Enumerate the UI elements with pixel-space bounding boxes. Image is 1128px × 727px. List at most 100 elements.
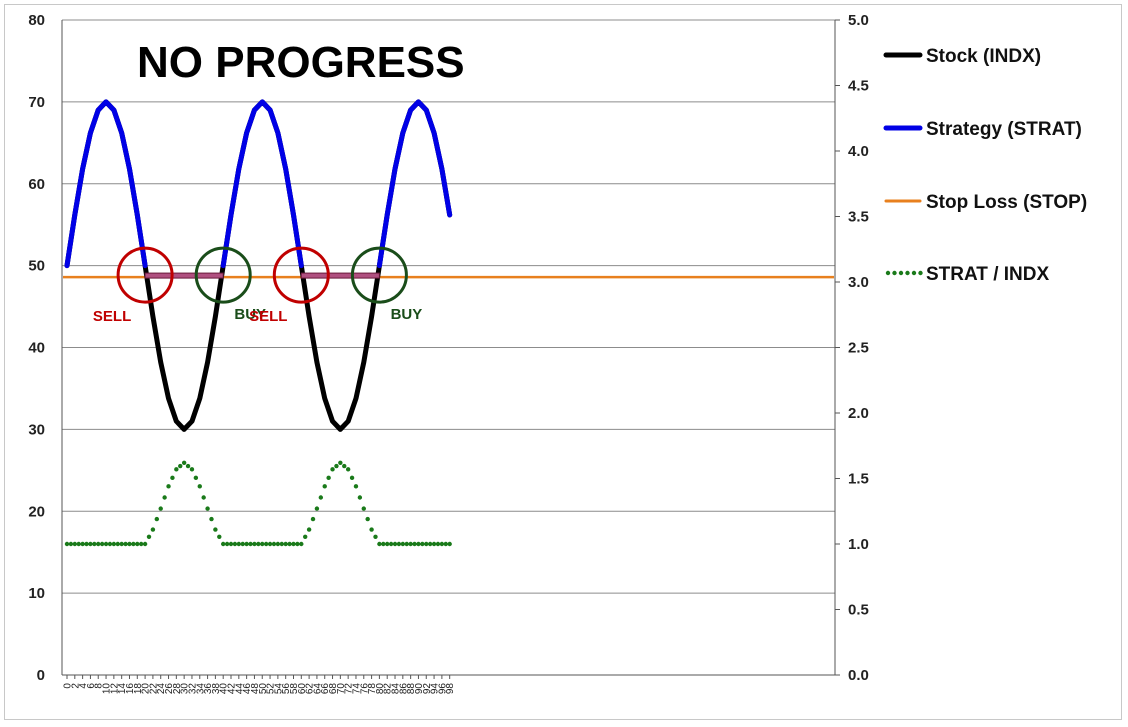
series-ratio-point	[334, 463, 339, 469]
series-ratio-point	[154, 516, 160, 522]
series-ratio-point	[404, 541, 409, 547]
x-tick-label: 84	[391, 683, 402, 695]
series-ratio-point	[427, 541, 433, 547]
chart-frame	[4, 4, 1122, 720]
series-ratio-point	[228, 541, 234, 547]
annotation-label: BUY	[391, 306, 423, 323]
series-ratio-point	[205, 506, 210, 511]
x-tick-label: 20	[141, 683, 152, 695]
x-tick-label: 74	[351, 683, 362, 695]
x-tick-label: 50	[258, 683, 269, 695]
x-tick-label: 6	[86, 683, 97, 689]
x-tick-label: 66	[320, 683, 331, 695]
x-tick-label: 92	[422, 683, 433, 695]
series-ratio-point	[185, 463, 191, 469]
series-strategy-flat-segment	[300, 272, 380, 279]
series-layer	[63, 99, 834, 547]
series-ratio-point	[80, 541, 85, 547]
annotation-label: SELL	[249, 308, 287, 325]
legend-swatch-ratio	[892, 270, 897, 276]
x-tick-label: 56	[281, 683, 292, 695]
y-left-tick-label: 30	[28, 421, 45, 438]
series-ratio-point	[291, 541, 296, 547]
series-ratio-point	[279, 541, 284, 547]
legend-swatch-ratio	[918, 270, 923, 276]
series-ratio-point	[256, 541, 261, 547]
series-ratio-point	[287, 541, 292, 547]
series-ratio-point	[162, 495, 167, 500]
series-ratio-point	[443, 541, 448, 547]
series-ratio-point	[373, 534, 378, 539]
series-ratio-point	[439, 541, 445, 547]
x-tick-label: 8	[94, 683, 105, 689]
legend-swatch-ratio	[885, 270, 891, 276]
x-tick-label: 58	[289, 683, 300, 695]
series-ratio-point	[88, 541, 93, 547]
x-tick-label: 96	[437, 683, 448, 695]
series-ratio-point	[174, 467, 179, 472]
series-ratio-point	[221, 541, 226, 547]
series-ratio-point	[138, 541, 144, 547]
series-ratio-point	[260, 541, 265, 547]
series-ratio-point	[166, 484, 171, 489]
series-ratio-point	[263, 541, 269, 547]
series-ratio-point	[224, 541, 230, 547]
series-ratio-point	[64, 541, 70, 547]
x-tick-label: 94	[430, 683, 441, 695]
annotation-label: SELL	[93, 308, 131, 325]
legend-swatch-ratio	[905, 270, 910, 276]
series-ratio-point	[150, 527, 156, 532]
x-tick-label: 28	[172, 683, 183, 695]
y-left-tick-label: 50	[28, 258, 45, 275]
x-tick-label: 12	[109, 683, 120, 695]
series-ratio-point	[217, 534, 222, 539]
series-ratio-point	[275, 541, 281, 547]
series-ratio-point	[447, 541, 452, 547]
series-ratio-point	[76, 541, 81, 547]
axes: 010203040506070800.00.51.01.52.02.53.03.…	[28, 12, 869, 694]
x-tick-label: 46	[242, 683, 253, 695]
series-ratio-point	[240, 541, 245, 547]
x-tick-label: 60	[297, 683, 308, 695]
series-ratio-point	[369, 527, 374, 532]
x-tick-label: 68	[328, 683, 339, 695]
series-strategy-line	[64, 99, 148, 269]
series-ratio-point	[338, 460, 343, 465]
series-ratio-point	[435, 541, 441, 547]
x-tick-label: 54	[273, 683, 284, 695]
series-ratio-point	[127, 541, 132, 547]
series-ratio-point	[236, 541, 242, 547]
series-ratio-point	[111, 541, 117, 547]
series-ratio-point	[209, 516, 214, 522]
y-left-tick-label: 0	[37, 667, 45, 684]
series-ratio-point	[248, 541, 253, 547]
y-left-tick-label: 60	[28, 176, 45, 193]
series-ratio-point	[142, 541, 148, 547]
x-tick-label: 18	[133, 683, 144, 695]
series-ratio-point	[244, 541, 249, 547]
x-tick-label: 80	[375, 683, 386, 695]
series-ratio-point	[330, 467, 335, 472]
annotation-circle	[272, 246, 330, 304]
series-ratio-point	[123, 541, 128, 547]
y-right-tick-label: 4.0	[848, 143, 869, 160]
x-tick-label: 76	[359, 683, 370, 695]
series-ratio-point	[345, 467, 351, 472]
series-ratio-point	[385, 541, 390, 547]
series-strategy-line	[220, 99, 304, 269]
series-ratio-point	[424, 541, 429, 547]
x-tick-label: 88	[406, 683, 417, 695]
series-ratio-point	[326, 475, 331, 481]
series-ratio-point	[322, 484, 327, 489]
x-tick-label: 22	[148, 683, 159, 695]
series-ratio-point	[135, 541, 140, 547]
series-ratio-point	[299, 541, 304, 547]
series-ratio-point	[353, 484, 359, 489]
series-ratio-point	[201, 495, 206, 500]
series-ratio-point	[283, 541, 288, 547]
y-right-tick-label: 2.5	[848, 340, 869, 357]
x-tick-label: 44	[234, 683, 245, 695]
series-ratio-point	[377, 541, 382, 547]
chart-title: NO PROGRESS	[137, 38, 465, 87]
series-ratio-point	[400, 541, 406, 547]
